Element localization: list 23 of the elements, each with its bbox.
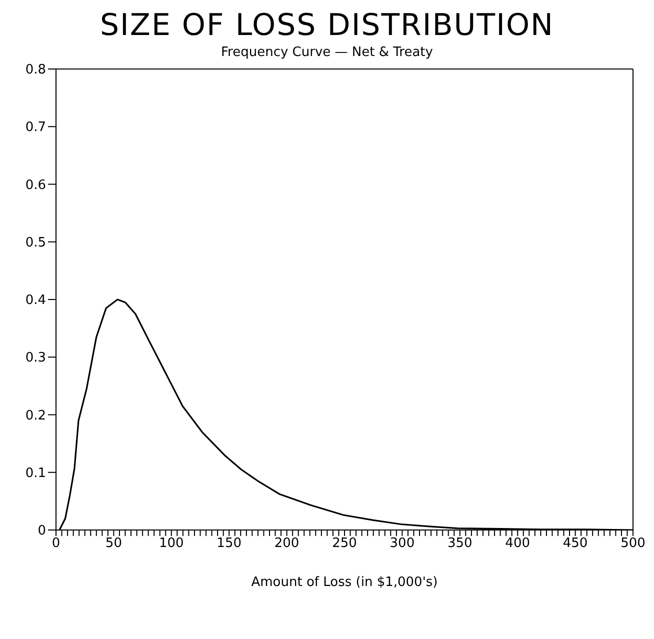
y-tick-label: 0 [38, 524, 46, 539]
x-tick-label: 500 [620, 536, 646, 552]
y-tick-label: 0.6 [25, 178, 46, 193]
y-tick-label: 0.5 [25, 235, 46, 250]
chart-subtitle: Frequency Curve — Net & Treaty [220, 45, 434, 60]
y-tick-label: 0.8 [25, 62, 46, 78]
x-tick-label: 350 [447, 536, 472, 552]
x-tick-label: 300 [390, 536, 415, 552]
y-tick-label: 0.4 [25, 293, 46, 308]
x-tick-label: 450 [562, 536, 588, 552]
chart-title: SIZE OF LOSS DISTRIBUTION [99, 8, 555, 43]
y-tick-label: 0.7 [25, 120, 46, 136]
x-axis-title: Amount of Loss (in $1,000's) [251, 575, 438, 590]
x-tick-label: 250 [332, 536, 357, 552]
x-tick-label: 0 [52, 536, 60, 552]
y-tick-label: 0.1 [25, 466, 46, 481]
y-tick-label: 0.2 [25, 408, 46, 424]
x-tick-label: 150 [216, 536, 242, 552]
x-tick-label: 200 [274, 536, 300, 552]
x-tick-label: 50 [105, 536, 122, 552]
x-tick-label: 100 [158, 536, 184, 552]
x-tick-label: 400 [505, 536, 530, 552]
y-tick-label: 0.3 [25, 350, 46, 366]
